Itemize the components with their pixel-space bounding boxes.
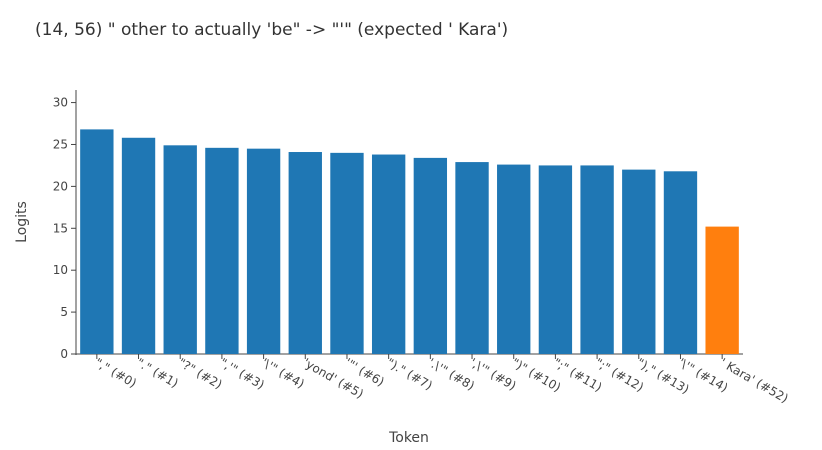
x-tick-label: "." (#1) [134,355,181,390]
bar[interactable] [538,165,573,354]
x-tick-label: '\'" (#4) [259,355,307,391]
bar[interactable] [163,145,197,354]
bar[interactable] [455,162,489,354]
x-tick-label: '.\'" (#8) [426,355,477,393]
x-tick-label: "," (#0) [92,355,139,390]
x-axis: "," (#0)"." (#1)"?" (#2)",'" (#3)'\'" (#… [76,353,791,406]
x-axis-title: Token [388,430,429,446]
bar[interactable] [497,164,531,354]
y-tick-label: 20 [53,179,68,193]
chart-title: (14, 56) " other to actually 'be" -> "'"… [35,20,509,40]
bar[interactable] [622,169,656,354]
bar[interactable] [330,152,364,354]
bar[interactable] [80,129,114,354]
bar[interactable] [580,165,614,354]
y-tick-label: 25 [53,137,68,151]
x-tick-label: ',\'" (#9) [468,355,519,393]
y-axis: 0 5 10 15 20 25 30 [53,90,77,361]
bar[interactable] [663,171,698,354]
bar[interactable] [371,154,406,354]
y-tick-label: 5 [60,305,68,319]
y-tick-label: 10 [53,263,68,277]
y-tick-label: 0 [60,347,68,361]
bar[interactable] [288,152,322,354]
x-tick-label: "?" (#2) [176,355,225,391]
x-tick-label: ")." (#7) [384,355,435,392]
y-tick-label: 15 [53,221,68,235]
bars [80,129,739,354]
x-tick-label: ' Kara' (#52) [718,355,791,405]
y-axis-title: Logits [14,201,30,243]
bar[interactable] [246,148,281,354]
bar[interactable] [705,226,739,354]
y-tick-label: 30 [53,96,68,110]
bar[interactable] [121,137,156,354]
bar[interactable] [413,157,448,354]
bar[interactable] [205,147,239,354]
x-tick-label: ",'" (#3) [217,355,266,392]
